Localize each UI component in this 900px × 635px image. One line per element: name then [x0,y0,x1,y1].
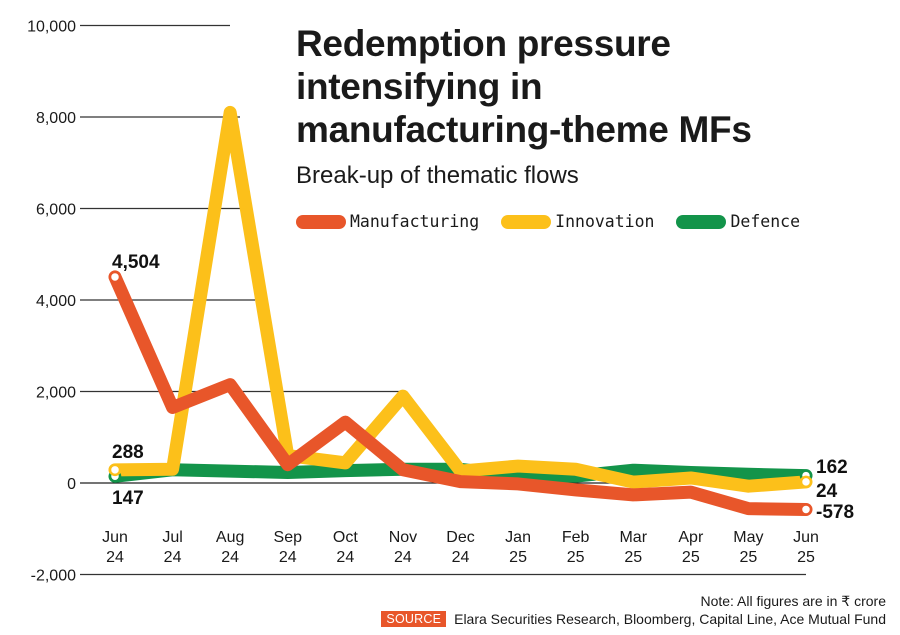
source-text: Elara Securities Research, Bloomberg, Ca… [454,611,886,627]
x-tick-label: Dec [446,529,474,546]
y-tick-label: 2,000 [36,385,76,402]
chart-title-line-2: intensifying in [296,66,543,107]
y-tick-label: 4,000 [36,293,76,310]
legend-item-defence: Defence [676,212,800,231]
x-tick-label: Sep [274,529,303,546]
x-tick-label: Feb [562,529,590,546]
endpoint-marker-innovation [108,463,122,477]
y-tick-label: 10,000 [27,19,76,36]
series-line-manufacturing [108,270,813,516]
x-tick-label-year: 25 [797,549,815,566]
x-tick-label-year: 24 [336,549,354,566]
x-tick-label: Apr [678,529,704,546]
x-tick-label: May [733,529,763,546]
x-tick-label-year: 24 [164,549,182,566]
x-tick-label-year: 24 [279,549,297,566]
x-tick-label: Nov [389,529,417,546]
endpoint-marker-manufacturing [799,503,813,516]
legend-item-innovation: Innovation [501,212,654,231]
chart-title: Redemption pressure intensifying in manu… [296,22,856,151]
x-tick-label-year: 25 [740,549,758,566]
legend-label-innovation: Innovation [555,212,655,231]
source-tag: SOURCE [381,611,447,627]
legend-label-manufacturing: Manufacturing [350,212,480,231]
chart-title-line-3: manufacturing-theme MFs [296,109,752,150]
x-tick-label: Aug [216,529,244,546]
data-label-innovation-start: 288 [112,442,144,463]
x-tick-label: Mar [619,529,647,546]
chart-subtitle: Break-up of thematic flows [296,162,579,189]
x-tick-label-year: 24 [106,549,124,566]
x-tick-label-year: 25 [567,549,585,566]
data-label-manufacturing-start: 4,504 [112,252,160,273]
legend-swatch-defence [676,214,727,229]
series-line-innovation [108,105,813,493]
legend-swatch-manufacturing [296,214,346,229]
units-note: Note: All figures are in ₹ crore [700,593,886,609]
legend-item-manufacturing: Manufacturing [296,212,479,231]
x-tick-label-year: 24 [394,549,412,566]
x-tick-label: Jul [162,529,182,546]
y-tick-label: 8,000 [36,110,76,127]
series-lines [108,105,813,516]
y-tick-label: 6,000 [36,202,76,219]
legend-swatch-innovation [501,214,552,229]
data-labels: 4,504 288 147 162 24-578 [112,252,854,523]
data-label-manufacturing-end: -578 [816,502,854,523]
y-tick-label: -2,000 [31,568,76,585]
legend: Manufacturing Innovation Defence [296,212,822,231]
x-tick-label: Jun [793,529,819,546]
x-tick-label-year: 25 [624,549,642,566]
x-tick-label: Jun [102,529,128,546]
y-axis-tick-labels: 10,000 8,000 6,000 4,000 2,000 0 -2,000 [27,19,76,585]
x-axis-tick-labels: Jun 24 Jul 24 Aug 24 Sep 24 Oct 24 Nov 24 Dec 24 Jan 25… [102,529,819,566]
x-tick-label: Jan [505,529,531,546]
x-tick-label-year: 24 [221,549,239,566]
data-label-innovation-end: 24 [816,481,838,502]
x-tick-label-year: 25 [682,549,700,566]
endpoint-marker-innovation [799,475,813,489]
source-line: SOURCE Elara Securities Research, Bloomb… [381,611,886,627]
endpoint-markers [108,270,813,516]
endpoint-marker-manufacturing [108,270,122,284]
legend-label-defence: Defence [730,212,801,231]
data-label-defence-start: 147 [112,488,144,509]
x-tick-label: Oct [333,529,358,546]
chart-title-line-1: Redemption pressure [296,23,671,64]
data-label-defence-end: 162 [816,457,848,478]
x-tick-label-year: 24 [452,549,470,566]
y-tick-label: 0 [67,476,76,493]
x-tick-label-year: 25 [509,549,527,566]
